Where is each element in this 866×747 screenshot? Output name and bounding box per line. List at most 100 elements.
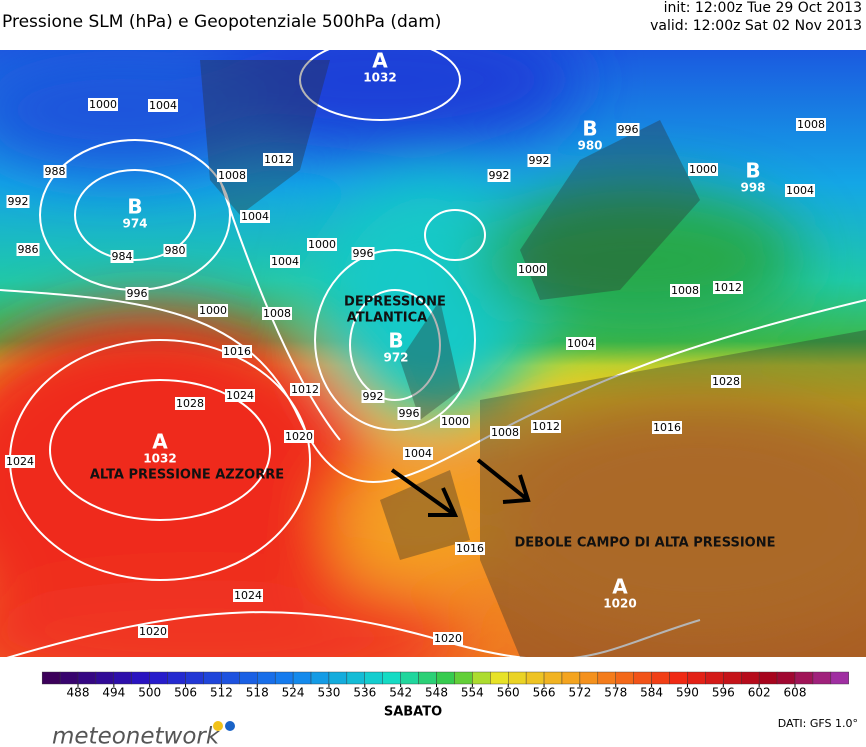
isobar-label: 986: [18, 243, 39, 256]
isobar-label: 1024: [6, 455, 34, 468]
isobar-label: 1004: [271, 255, 299, 268]
center-value: 974: [122, 217, 147, 231]
isobar-label-box: [110, 250, 134, 263]
colorbar-segment: [95, 671, 115, 685]
isobar-label-box: [440, 415, 470, 428]
colorbar-segment: [77, 671, 97, 685]
isobar-label-box: [433, 632, 463, 645]
isobar-label: 1020: [434, 632, 462, 645]
isobar-label-box: [670, 284, 700, 297]
colorbar-segment: [292, 671, 312, 685]
colorbar-tick-label: 560: [497, 686, 520, 700]
isobar-label-box: [713, 281, 743, 294]
colorbar-segment: [633, 671, 652, 685]
colorbar-segment: [185, 671, 204, 685]
isobar-label: 1004: [786, 184, 814, 197]
isobar-label-box: [16, 243, 40, 256]
isobar-label: 1008: [797, 118, 825, 131]
isobar-label: 1008: [671, 284, 699, 297]
colorbar-segment: [669, 671, 688, 685]
brand: meteonetwork: [52, 724, 221, 747]
colorbar-segment: [741, 671, 760, 685]
isobar-label-box: [616, 123, 640, 136]
isobar-label-box: [175, 397, 205, 410]
isobar-label-box: [290, 383, 320, 396]
isobar-label: 1020: [139, 625, 167, 638]
colorbar-segment: [472, 671, 491, 685]
isobar-label: 992: [363, 390, 384, 403]
colorbar-segment: [830, 671, 849, 685]
colorbar-tick-label: 530: [317, 686, 340, 700]
arrows: [390, 458, 531, 517]
isobar-label-box: [796, 118, 826, 131]
colorbar-segment: [597, 671, 616, 685]
isobar-label: 1004: [241, 210, 269, 223]
isobar-label-box: [263, 153, 293, 166]
colorbar-segment: [436, 671, 455, 685]
colorbar-segment: [167, 671, 186, 685]
colorbar-segment: [705, 671, 724, 685]
colorbar-segment: [418, 671, 437, 685]
isobar-label: 1004: [567, 337, 595, 350]
isobar-label-box: [88, 98, 118, 111]
colorbar-segment: [131, 671, 150, 685]
colorbar-segment: [257, 671, 276, 685]
colorbar-segment: [59, 671, 79, 685]
isobar-label-box: [148, 99, 178, 112]
colorbar-tick-label: 512: [210, 686, 233, 700]
isobar-label-box: [455, 542, 485, 555]
annotation: DEPRESSIONE: [344, 295, 446, 310]
day: SABATO: [384, 705, 442, 720]
colorbar-segment: [274, 671, 294, 685]
colorbar-tick-label: 542: [389, 686, 412, 700]
colorbar-segment: [149, 671, 168, 685]
isobar-label: 1012: [264, 153, 292, 166]
colorbar-segment: [346, 671, 365, 685]
isobar-label-box: [5, 455, 35, 468]
isobar-label-box: [163, 244, 187, 257]
isobar-label: 1004: [404, 447, 432, 460]
center-value: 1032: [143, 452, 176, 466]
center-letter: B: [127, 195, 142, 219]
center-letter: A: [372, 49, 388, 73]
isobar-label-box: [43, 165, 67, 178]
colorbar: 488 494 500 506 512 518 524 530 536 542 548 554 560 5…: [41, 671, 849, 700]
isobar-label-box: [490, 426, 520, 439]
colorbar-tick-label: 596: [712, 686, 735, 700]
isobar-label-box: [531, 420, 561, 433]
center-letter: B: [745, 159, 760, 183]
isobar-label-box: [198, 304, 228, 317]
colorbar-segment: [543, 671, 563, 685]
colorbar-segment: [776, 671, 796, 685]
isobar-label: 1016: [456, 542, 484, 555]
valid-time: valid: 12:00z Sat 02 Nov 2013: [650, 18, 862, 34]
isobar-label: 1000: [89, 98, 117, 111]
colorbar-tick-label: 608: [784, 686, 807, 700]
colorbar-segment: [454, 671, 473, 685]
isobar-label: 992: [489, 169, 510, 182]
colorbar-tick-label: 524: [282, 686, 305, 700]
isobar-label: 1008: [218, 169, 246, 182]
center-value: 1020: [603, 597, 636, 611]
isobar-label: 996: [618, 123, 639, 136]
colorbar-tick-label: 506: [174, 686, 197, 700]
center-letter: A: [612, 575, 628, 599]
isobar-label: 980: [165, 244, 186, 257]
colorbar-tick-label: 566: [533, 686, 556, 700]
land: [200, 60, 866, 657]
isobar-label: 1024: [234, 589, 262, 602]
isobar-label-box: [262, 307, 292, 320]
center-letter: B: [388, 329, 403, 353]
colorbar-segment: [615, 671, 634, 685]
colorbar-tick-label: 494: [102, 686, 125, 700]
colorbar-tick-label: 590: [676, 686, 699, 700]
isobar-label: 1016: [653, 421, 681, 434]
colorbar-segment: [508, 671, 527, 685]
colorbar-segment: [812, 671, 832, 685]
isobar-label-box: [652, 421, 682, 434]
isobar-label-box: [270, 255, 300, 268]
colorbar-segment: [113, 671, 132, 685]
isobar-label: 1000: [518, 263, 546, 276]
isobar-label-box: [233, 589, 263, 602]
brand-dot: [213, 721, 223, 731]
